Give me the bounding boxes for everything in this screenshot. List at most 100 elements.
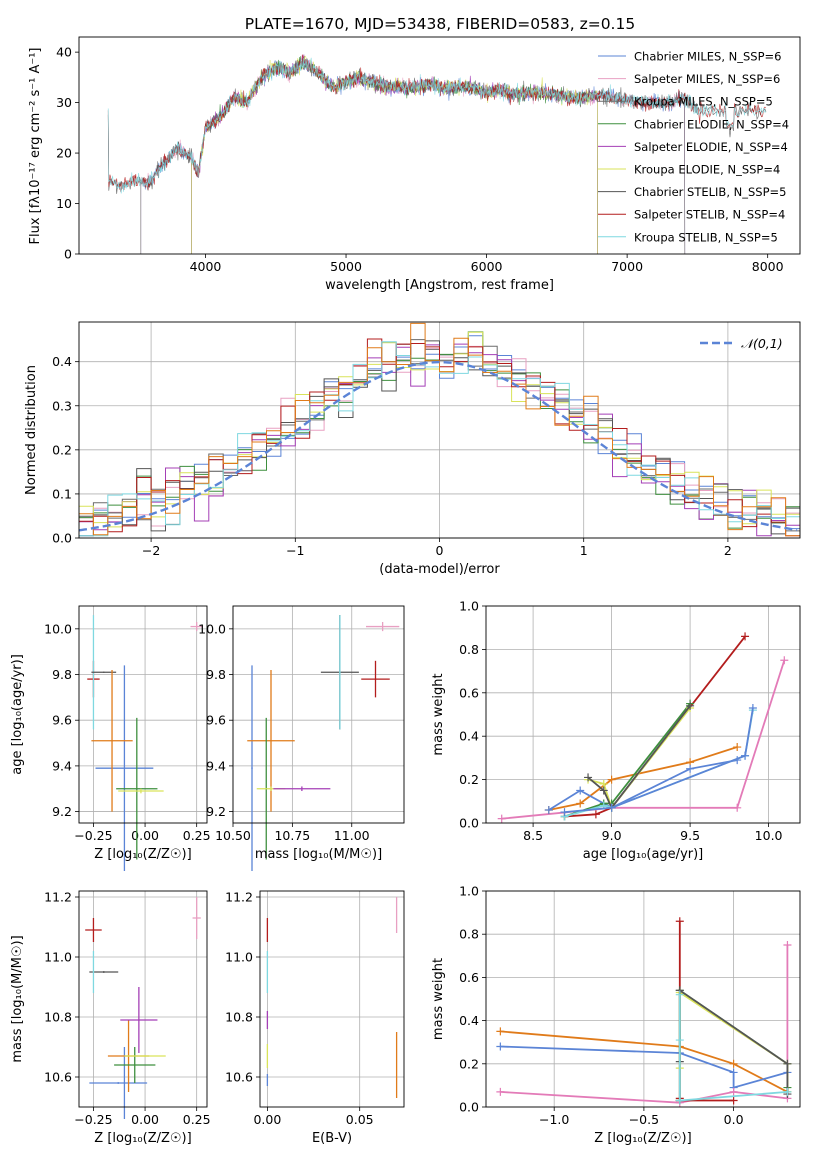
y-tick-label: 9.6 [206, 713, 226, 728]
y-tick-label: 0.0 [459, 1100, 479, 1115]
x-axis-label: Z [log₁₀(Z/Z☉)] [594, 1131, 691, 1146]
plus-marker [497, 814, 506, 823]
series-line [548, 746, 738, 811]
y-tick-label: 11.0 [225, 950, 253, 965]
panel-age_vs_mass: 10.50 10.75 11.00 9.2 9.4 9.6 9.8 10.0 mass [log… [198, 605, 405, 871]
series-line [678, 994, 788, 1102]
x-tick-label: 0.25 [183, 828, 211, 843]
y-tick-label: 9.8 [206, 667, 226, 682]
x-tick-label: −1 [286, 543, 304, 558]
y-tick-label: 1.0 [459, 884, 479, 899]
plus-marker [733, 803, 742, 812]
y-tick-label: 9.6 [52, 713, 72, 728]
legend-label: Chabrier ELODIE, N_SSP=4 [634, 117, 789, 131]
y-tick-label: 1.0 [459, 599, 479, 614]
legend-label: Kroupa ELODIE, N_SSP=4 [634, 163, 780, 177]
y-tick-label: 0.6 [459, 970, 479, 985]
x-tick-label: 10.75 [274, 828, 310, 843]
plus-marker [591, 810, 600, 819]
x-tick-label: 8.5 [523, 828, 543, 843]
x-axis-label: mass [log₁₀(M/M☉)] [255, 847, 382, 862]
axes-frame [78, 890, 208, 1108]
figure-title: PLATE=1670, MJD=53438, FIBERID=0583, z=0… [245, 15, 635, 33]
legend-label: Salpeter ELODIE, N_SSP=4 [634, 140, 788, 154]
series-line [564, 635, 746, 818]
plus-marker [729, 1068, 738, 1077]
plus-marker [748, 703, 757, 712]
plus-marker [783, 1087, 792, 1096]
axes-frame [78, 36, 801, 255]
legend-label: Salpeter STELIB, N_SSP=4 [634, 208, 785, 222]
x-axis-label: E(B-V) [312, 1131, 352, 1146]
y-axis-label: age [log₁₀(age/yr)] [10, 654, 25, 775]
histograms [79, 322, 800, 537]
plus-marker [496, 1027, 505, 1036]
panel-spectrum: 4000 5000 6000 7000 8000 0 10 20 30 40 wavelength … [28, 36, 801, 293]
y-tick-label: 10.8 [225, 1010, 253, 1025]
y-tick-label: 0.3 [52, 398, 72, 413]
panel-residuals: −2 −1 0 1 2 0.0 0.1 0.2 0.3 0.4 (data-model)/error… [24, 321, 801, 577]
y-axis-label: mass weight [431, 673, 446, 755]
x-tick-label: 0.25 [183, 1112, 211, 1127]
y-tick-label: 0.4 [459, 1013, 479, 1028]
x-tick-label: 9.0 [602, 828, 622, 843]
x-axis-label: (data-model)/error [379, 562, 500, 577]
y-tick-label: 0.8 [459, 927, 479, 942]
legend-label: Salpeter MILES, N_SSP=6 [634, 72, 780, 86]
x-tick-label: 0.00 [131, 828, 159, 843]
x-axis-label: age [log₁₀(age/yr)] [583, 847, 704, 862]
y-tick-label: 0.4 [459, 729, 479, 744]
legend-label: Chabrier MILES, N_SSP=6 [634, 50, 781, 64]
y-tick-label: 30 [56, 95, 72, 110]
y-tick-label: 10.0 [44, 621, 72, 636]
panel-mass_weight_vs_age: 8.5 9.0 9.5 10.0 0.0 0.2 0.4 0.6 0.8 1.0 age [log₁… [431, 599, 801, 862]
y-tick-label: 9.2 [206, 804, 226, 819]
y-tick-label: 0.1 [52, 486, 72, 501]
x-tick-label: 0.05 [346, 1112, 374, 1127]
axes-frame [485, 605, 801, 824]
panel-mass_vs_Z: −0.25 0.00 0.25 10.6 10.8 11.0 11.2 Z [log₁₀(Z/… [10, 890, 211, 1147]
x-tick-label: 0.00 [253, 1112, 281, 1127]
y-tick-label: 0.2 [459, 772, 479, 787]
y-tick-label: 0.0 [52, 531, 72, 546]
series-line [587, 705, 691, 810]
plus-marker [729, 1096, 738, 1105]
plus-marker [544, 805, 553, 814]
series-line [501, 660, 786, 820]
legend-label: Kroupa MILES, N_SSP=5 [634, 95, 773, 109]
y-tick-label: 0.6 [459, 685, 479, 700]
spectrum-line [107, 54, 767, 193]
y-axis-label: Normed distribution [24, 365, 39, 495]
x-tick-label: 10.0 [755, 828, 783, 843]
x-axis-label: Z [log₁₀(Z/Z☉)] [94, 1131, 191, 1146]
y-tick-label: 0 [64, 247, 72, 262]
plus-marker [729, 1087, 738, 1096]
y-axis-label: mass weight [431, 958, 446, 1040]
y-tick-label: 11.0 [44, 950, 72, 965]
x-axis-label: Z [log₁₀(Z/Z☉)] [94, 847, 191, 862]
axes-frame [232, 605, 405, 824]
histogram-series [79, 322, 800, 537]
plus-marker [675, 1096, 684, 1105]
x-tick-label: −0.5 [629, 1112, 659, 1127]
y-tick-label: 0.2 [459, 1056, 479, 1071]
y-tick-label: 11.2 [225, 890, 253, 905]
spectrum-lines [107, 54, 767, 254]
x-tick-label: 9.5 [680, 828, 700, 843]
y-axis-label: mass [log₁₀(M/M☉)] [10, 935, 25, 1062]
plus-marker [576, 799, 585, 808]
y-tick-label: 0.2 [52, 442, 72, 457]
plus-marker [741, 632, 750, 641]
x-tick-label: −0.25 [74, 828, 112, 843]
y-tick-label: 9.2 [52, 804, 72, 819]
x-tick-label: 4000 [190, 259, 222, 274]
plus-marker [576, 786, 585, 795]
legend-label: 𝒩(0,1) [741, 336, 783, 351]
x-tick-label: 5000 [330, 259, 362, 274]
x-tick-label: 1 [580, 543, 588, 558]
plus-marker [780, 656, 789, 665]
plus-marker [783, 941, 792, 949]
y-tick-label: 20 [56, 146, 72, 161]
series-line [564, 707, 754, 813]
